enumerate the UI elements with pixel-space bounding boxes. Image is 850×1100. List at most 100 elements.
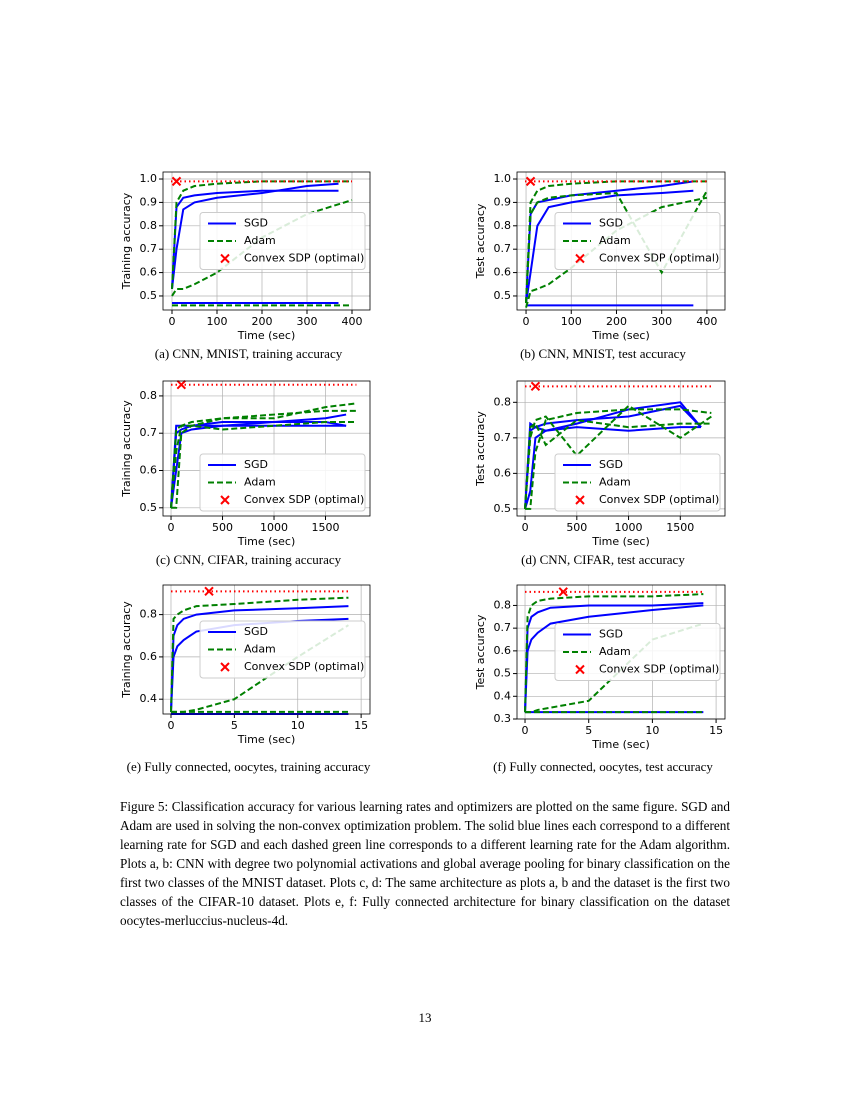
chart-caption: (b) CNN, MNIST, test accuracy bbox=[520, 346, 686, 361]
chart: 0 5 10 15 0.3 0.4 0.5 0.6 0.7 0.8 SGD Adam Convex SD… bbox=[474, 584, 726, 774]
y-tick-label: 0.6 bbox=[140, 650, 158, 663]
x-tick-label: 1000 bbox=[260, 521, 288, 534]
y-axis-label: Training accuracy bbox=[120, 192, 133, 290]
optimal-marker bbox=[176, 380, 187, 390]
y-tick-label: 0.7 bbox=[494, 621, 512, 634]
x-tick-label: 10 bbox=[291, 719, 305, 732]
y-tick-label: 1.0 bbox=[494, 172, 512, 185]
y-tick-label: 0.9 bbox=[140, 195, 158, 208]
figure: 0 100 200 300 4000.50.60.70.80.91.0SGDAdamCo… bbox=[120, 171, 726, 774]
x-tick-label: 1000 bbox=[615, 521, 643, 534]
series-line bbox=[170, 424, 347, 508]
series-line bbox=[525, 196, 708, 308]
legend-label: SGD bbox=[599, 458, 623, 471]
legend-label: Convex SDP (optimal) bbox=[599, 252, 719, 265]
series-line bbox=[524, 404, 712, 509]
y-tick-label: 0.9 bbox=[494, 195, 512, 208]
optimal-marker bbox=[530, 381, 541, 392]
plot-frame bbox=[162, 380, 371, 517]
series-line bbox=[524, 419, 712, 509]
series-line bbox=[171, 180, 352, 290]
plot-frame bbox=[162, 584, 371, 715]
legend-marker bbox=[575, 253, 585, 264]
y-tick-label: 0.6 bbox=[494, 466, 512, 479]
y-tick-label: 0.3 bbox=[494, 712, 512, 725]
legend-box bbox=[199, 620, 366, 679]
y-tick-label: 0.8 bbox=[140, 389, 158, 402]
optimal-marker bbox=[204, 586, 214, 597]
chart: 0 5 10 15 0.4 0.6 0.8 SGD Adam Convex SDP (optima… bbox=[120, 584, 371, 774]
x-tick-label: 200 bbox=[252, 315, 273, 328]
chart-caption: (c) CNN, CIFAR, training accuracy bbox=[156, 552, 342, 567]
legend-label: SGD bbox=[244, 217, 268, 230]
y-tick-label: 0.5 bbox=[140, 289, 158, 302]
legend-label: Adam bbox=[244, 643, 276, 656]
chart: 0 100 200 300 400 0.5 0.6 0.7 0.8 0.9 1.0 SGD Adam Co… bbox=[120, 171, 371, 361]
legend-label: Adam bbox=[599, 645, 631, 658]
y-tick-label: 0.8 bbox=[494, 598, 512, 611]
series-line bbox=[169, 605, 349, 712]
y-tick-label: 0.4 bbox=[494, 689, 512, 702]
x-tick-label: 200 bbox=[606, 315, 627, 328]
x-axis-label: Time (sec) bbox=[591, 535, 650, 548]
x-tick-label: 0 bbox=[167, 719, 174, 732]
x-tick-label: 0 bbox=[522, 521, 529, 534]
legend-box bbox=[554, 212, 721, 270]
legend-label: Adam bbox=[244, 234, 276, 247]
x-tick-label: 15 bbox=[354, 719, 368, 732]
y-tick-label: 0.5 bbox=[494, 502, 512, 515]
legend-label: SGD bbox=[244, 625, 268, 638]
y-tick-label: 0.7 bbox=[140, 426, 158, 439]
x-axis-label: Time (sec) bbox=[237, 733, 296, 746]
series-line bbox=[524, 604, 704, 713]
series-line bbox=[171, 199, 353, 297]
legend-label: SGD bbox=[599, 217, 623, 230]
x-tick-label: 10 bbox=[645, 724, 659, 737]
series-line bbox=[171, 409, 357, 509]
optimal-marker bbox=[525, 176, 536, 187]
y-axis-label: Test accuracy bbox=[474, 203, 487, 279]
legend-label: Adam bbox=[599, 476, 631, 489]
legend-marker bbox=[220, 662, 230, 672]
y-tick-label: 0.5 bbox=[494, 667, 512, 680]
x-tick-label: 300 bbox=[297, 315, 318, 328]
series-line bbox=[170, 402, 357, 508]
y-axis-label: Test accuracy bbox=[474, 411, 487, 487]
series-line bbox=[524, 404, 702, 509]
y-tick-label: 0.6 bbox=[140, 464, 158, 477]
x-tick-label: 5 bbox=[231, 719, 238, 732]
legend-box bbox=[199, 212, 366, 270]
figure-caption: Figure 5: Classification accuracy for va… bbox=[120, 799, 730, 928]
x-tick-label: 0 bbox=[169, 315, 176, 328]
series-line bbox=[170, 421, 357, 508]
chart-caption: (f) Fully connected, oocytes, test accur… bbox=[493, 759, 713, 774]
legend-label: Adam bbox=[244, 476, 276, 489]
legend-label: SGD bbox=[599, 628, 623, 641]
series-line bbox=[525, 180, 707, 304]
y-tick-label: 0.8 bbox=[140, 219, 158, 232]
legend-label: Convex SDP (optimal) bbox=[244, 493, 364, 506]
x-axis-label: Time (sec) bbox=[591, 329, 650, 342]
chart: 0 500 1000 1500 0.5 0.6 0.7 0.8 SGD Adam Convex SD… bbox=[474, 380, 726, 567]
x-axis-label: Time (sec) bbox=[591, 738, 650, 751]
y-axis-label: Test accuracy bbox=[474, 614, 487, 690]
series-line bbox=[525, 408, 712, 510]
legend-label: Convex SDP (optimal) bbox=[599, 663, 719, 676]
optimal-marker bbox=[171, 176, 182, 187]
legend-marker bbox=[575, 664, 585, 675]
legend-marker bbox=[220, 495, 230, 505]
chart-caption: (e) Fully connected, oocytes, training a… bbox=[127, 759, 371, 774]
legend-box bbox=[554, 453, 721, 512]
legend-marker bbox=[220, 253, 230, 264]
x-tick-label: 1500 bbox=[666, 521, 694, 534]
y-tick-label: 0.6 bbox=[494, 644, 512, 657]
series-line bbox=[524, 593, 704, 713]
y-axis-label: Training accuracy bbox=[120, 601, 133, 699]
chart: 0 100 200 300 400 0.5 0.6 0.7 0.8 0.9 1.0 SGD Adam Co… bbox=[474, 171, 726, 361]
y-tick-label: 0.7 bbox=[494, 242, 512, 255]
x-tick-label: 400 bbox=[342, 315, 363, 328]
x-tick-label: 0 bbox=[522, 724, 529, 737]
y-tick-label: 0.7 bbox=[140, 242, 158, 255]
y-tick-label: 1.0 bbox=[140, 172, 158, 185]
x-tick-label: 500 bbox=[212, 521, 233, 534]
